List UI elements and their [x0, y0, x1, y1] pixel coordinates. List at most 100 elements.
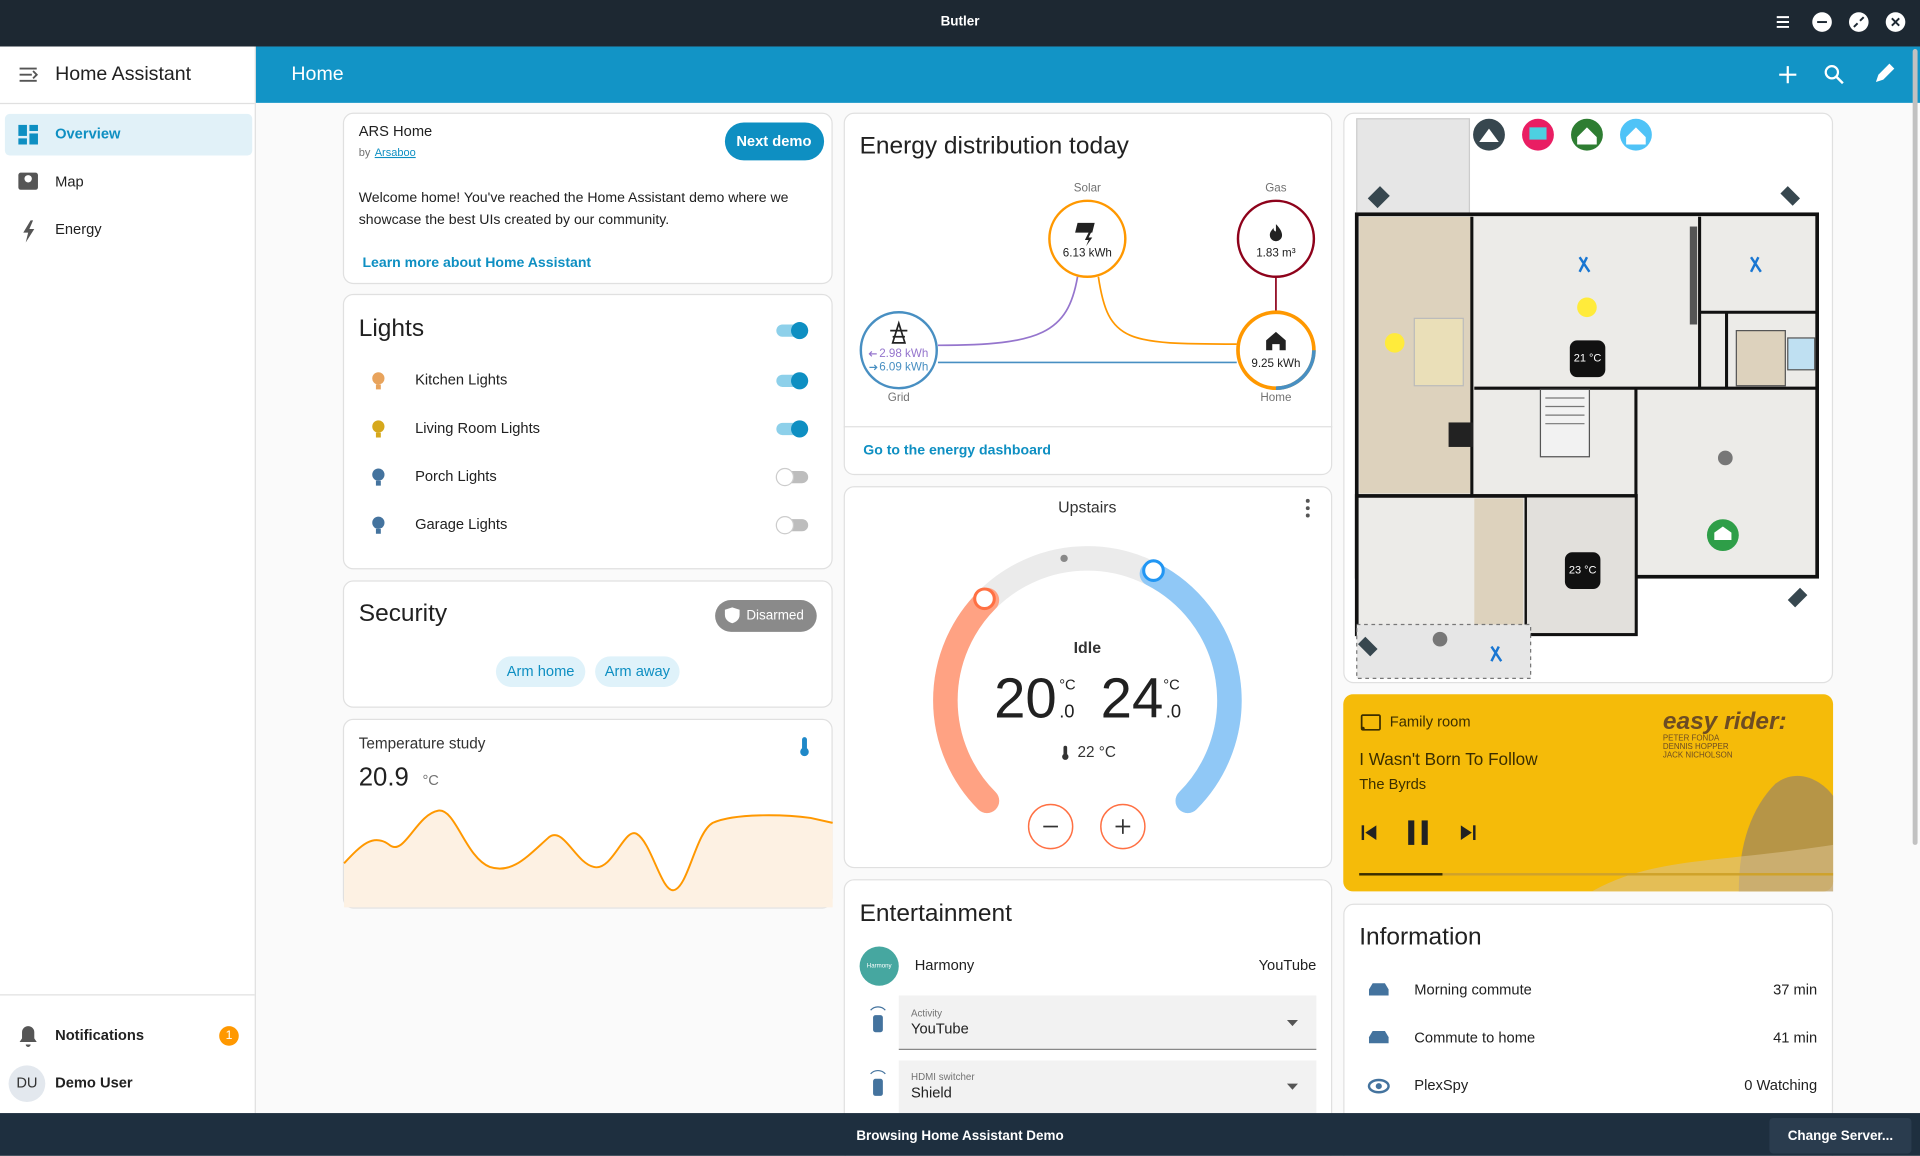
intro-title: ARS Home	[359, 124, 432, 140]
sidebar	[0, 46, 255, 1114]
user-name[interactable]: Demo User	[55, 1076, 133, 1092]
information-card	[1343, 903, 1834, 1156]
progress-played	[1359, 873, 1443, 876]
pause-button[interactable]	[1408, 820, 1428, 845]
title-bar	[0, 0, 1920, 47]
intro-author[interactable]: Arsaboo	[375, 147, 416, 159]
car-icon	[1368, 1031, 1389, 1044]
home-icon	[1266, 331, 1286, 351]
light-name: Porch Lights	[415, 469, 497, 485]
home-ring-grid	[1275, 350, 1316, 391]
shape	[1460, 825, 1472, 841]
previous-button[interactable]	[1361, 825, 1377, 841]
cool-handle[interactable]	[1142, 559, 1165, 582]
shape	[1835, 76, 1844, 85]
change-server-button[interactable]	[1769, 1117, 1912, 1154]
arm-home-button[interactable]	[495, 656, 586, 687]
node-label: Home	[1260, 391, 1291, 404]
avatar-initials: DU	[16, 1076, 37, 1092]
edit-button[interactable]	[1875, 63, 1895, 83]
footer-text: Browsing Home Assistant Demo	[856, 1128, 1063, 1143]
sensor-value: 20.9	[359, 764, 409, 792]
nav-item[interactable]: Energy	[55, 222, 102, 238]
shape	[870, 1006, 886, 1011]
light-icon	[372, 468, 385, 481]
nav-item[interactable]: Map	[55, 174, 84, 190]
shield-icon	[724, 607, 740, 624]
hdmi-select[interactable]	[898, 1060, 1317, 1115]
thermometer-icon	[800, 737, 809, 757]
decrease-button[interactable]	[1027, 803, 1074, 850]
info-value: 37 min	[1773, 982, 1817, 998]
light-icon-base	[375, 432, 381, 438]
shape	[1421, 820, 1428, 845]
sensor-name: Temperature study	[359, 736, 486, 753]
dropdown-arrow	[1286, 1020, 1298, 1027]
flow-grid-solar	[937, 276, 1079, 347]
shape	[29, 124, 38, 132]
gas-icon	[1269, 224, 1283, 242]
energy-link[interactable]: Go to the energy dashboard	[863, 441, 1051, 457]
sidebar-toggle[interactable]	[19, 67, 39, 82]
light-on	[1577, 297, 1597, 318]
solar-icon	[1075, 222, 1095, 247]
more-menu[interactable]	[1305, 498, 1310, 518]
shape	[1735, 330, 1786, 387]
light-icon	[372, 420, 385, 433]
shape	[1448, 422, 1474, 447]
light-name: Garage Lights	[415, 517, 507, 533]
restore-button[interactable]	[1848, 12, 1869, 32]
progress-track	[1359, 873, 1834, 876]
device-avatar	[859, 946, 899, 986]
security-card	[342, 580, 833, 708]
badge-count: 1	[226, 1028, 233, 1042]
map-icon	[18, 172, 38, 190]
add-button[interactable]	[1779, 66, 1797, 84]
next-demo-button[interactable]	[724, 122, 825, 161]
toggle-knob[interactable]	[791, 372, 809, 390]
shape	[1776, 16, 1789, 28]
toggle-knob[interactable]	[775, 516, 795, 535]
light-off	[1717, 450, 1733, 466]
notifications[interactable]: Notifications	[55, 1028, 144, 1044]
mountain-glyph	[1479, 128, 1499, 143]
toggle-knob[interactable]	[775, 467, 795, 487]
minimize-button[interactable]	[1812, 12, 1832, 32]
light-icon	[372, 372, 385, 385]
light-icon-base	[375, 528, 381, 534]
toggle-knob[interactable]	[791, 420, 809, 438]
shape	[1891, 17, 1900, 27]
room-temperature: 21 °C	[1574, 353, 1602, 365]
shape	[1824, 65, 1840, 80]
activity-select[interactable]	[898, 995, 1317, 1050]
grid-icon	[890, 320, 908, 344]
thermometer-icon	[1062, 745, 1069, 760]
view-title: Home	[291, 63, 343, 85]
overview-icon	[18, 124, 38, 145]
info-value: 41 min	[1773, 1030, 1817, 1046]
footer-bar	[0, 1113, 1920, 1156]
heat-handle[interactable]	[973, 587, 996, 611]
nav-selected[interactable]	[4, 113, 253, 156]
light-icon	[372, 516, 385, 529]
next-button[interactable]	[1460, 825, 1476, 841]
shape	[1474, 498, 1524, 634]
arm-away-button[interactable]	[595, 656, 680, 687]
security-title: Security	[359, 600, 448, 627]
intro-link[interactable]: Learn more about Home Assistant	[362, 254, 591, 270]
energy-card	[843, 112, 1333, 476]
increase-button[interactable]	[1100, 803, 1146, 850]
energy-icon	[23, 220, 35, 243]
device-logo: Harmony	[867, 963, 893, 970]
album-credit: JACK NICHOLSON	[1663, 751, 1733, 760]
info-label: Morning commute	[1414, 982, 1532, 998]
shape	[18, 138, 27, 145]
nav-item[interactable]: Overview	[55, 127, 121, 143]
search-button[interactable]	[1824, 65, 1844, 85]
toggle-knob[interactable]	[791, 322, 809, 340]
window-menu[interactable]	[1776, 16, 1789, 28]
close-button[interactable]	[1885, 12, 1906, 32]
floorplan	[1354, 118, 1819, 679]
sensor-unit: °C	[422, 773, 439, 789]
